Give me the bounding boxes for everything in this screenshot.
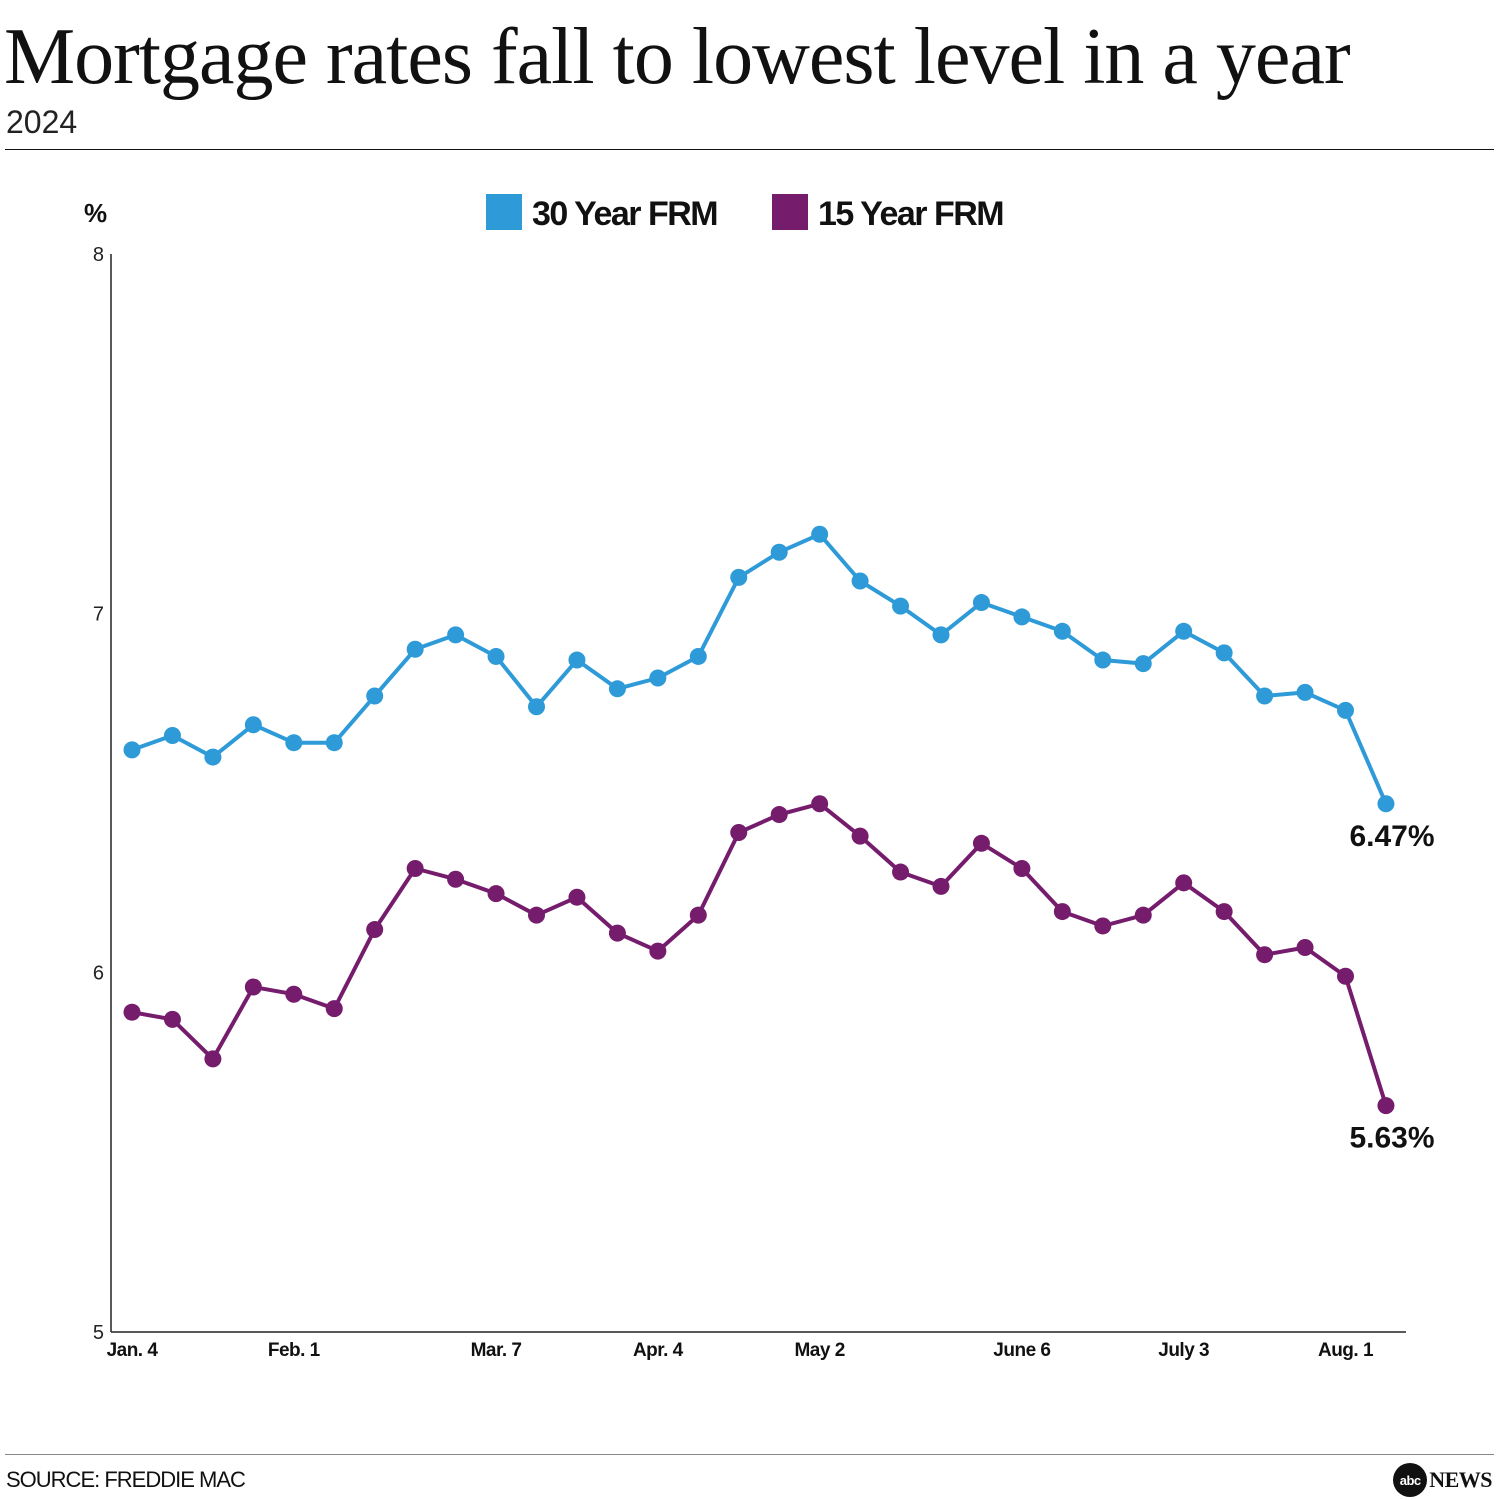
data-point	[163, 1010, 181, 1028]
data-point	[406, 859, 424, 877]
y-tick-label: 8	[93, 244, 104, 266]
data-point	[1296, 939, 1314, 957]
data-point	[972, 834, 990, 852]
data-point	[285, 985, 303, 1003]
data-point	[1134, 655, 1152, 673]
chart-title: Mortgage rates fall to lowest level in a…	[4, 13, 1351, 101]
data-point	[1094, 917, 1112, 935]
x-tick-label: Apr. 4	[633, 1340, 684, 1361]
data-point	[487, 885, 505, 903]
series-line	[130, 532, 1388, 806]
data-point	[406, 640, 424, 658]
data-point	[1296, 683, 1314, 701]
data-point	[204, 748, 222, 766]
source-credit: SOURCE: FREDDIE MAC	[6, 1467, 246, 1492]
data-point	[730, 568, 748, 586]
data-point	[1053, 622, 1071, 640]
data-point	[1215, 903, 1233, 921]
data-point	[1013, 859, 1031, 877]
data-point	[528, 698, 545, 716]
data-point	[1094, 651, 1112, 669]
data-point	[1175, 874, 1193, 892]
series-line	[130, 801, 1388, 1108]
news-wordmark: NEWS	[1429, 1467, 1492, 1492]
data-point	[608, 924, 626, 942]
data-point	[1256, 687, 1274, 705]
legend-label-15-year: 15 Year FRM	[818, 195, 1003, 233]
x-tick-label: Mar. 7	[471, 1340, 522, 1361]
data-point	[932, 626, 950, 644]
data-point	[1053, 903, 1071, 921]
x-tick-label: Jan. 4	[107, 1340, 159, 1361]
data-point	[244, 978, 262, 996]
data-point	[1377, 795, 1395, 813]
data-point	[366, 921, 384, 939]
y-axis-unit-label: %	[84, 198, 107, 228]
end-value-label: 6.47%	[1349, 820, 1434, 853]
y-tick-label: 5	[93, 1322, 104, 1344]
data-point	[770, 806, 788, 824]
data-point	[366, 687, 384, 705]
data-point	[689, 647, 707, 665]
data-point	[811, 525, 829, 543]
line-chart: 30 Year FRM 15 Year FRM % 5 6 7 8 Jan. 4 Feb.…	[84, 194, 1435, 1361]
series-30-year-frm: 6.47%	[123, 525, 1435, 853]
data-point	[487, 647, 505, 665]
data-point	[1337, 701, 1354, 719]
chart-subtitle: 2024	[6, 104, 78, 140]
data-point	[447, 870, 465, 888]
footer-divider	[5, 1454, 1494, 1455]
data-point	[689, 906, 707, 924]
data-point	[1215, 644, 1233, 662]
data-point	[568, 651, 586, 669]
data-point	[325, 1000, 343, 1018]
data-point	[528, 906, 545, 924]
data-point	[1256, 946, 1274, 964]
x-tick-label: May 2	[794, 1340, 844, 1361]
end-value-label: 5.63%	[1349, 1122, 1434, 1155]
data-point	[730, 824, 748, 842]
y-tick-label: 7	[93, 603, 104, 625]
data-point	[1377, 1097, 1395, 1115]
data-point	[649, 942, 667, 960]
data-point	[568, 888, 586, 906]
legend: 30 Year FRM 15 Year FRM	[486, 194, 1005, 233]
data-point	[447, 626, 465, 644]
data-point	[1175, 622, 1193, 640]
data-point	[608, 680, 626, 698]
x-tick-label: June 6	[993, 1340, 1050, 1361]
abc-news-logo: abc NEWS	[1393, 1462, 1492, 1498]
data-point	[1013, 608, 1031, 626]
header-divider	[5, 149, 1494, 150]
legend-swatch-15-year	[772, 194, 808, 230]
data-point	[123, 741, 141, 759]
data-point	[1134, 906, 1152, 924]
data-point	[123, 1003, 141, 1021]
data-point	[770, 543, 788, 561]
x-tick-label: July 3	[1158, 1340, 1209, 1361]
data-point	[932, 877, 950, 895]
axes: 5 6 7 8 Jan. 4 Feb. 1 Mar. 7 Apr. 4 May 2 June 6 J…	[93, 244, 1406, 1361]
data-point	[892, 863, 910, 881]
series-15-year-frm: 5.63%	[123, 795, 1435, 1155]
legend-label-30-year: 30 Year FRM	[532, 195, 717, 233]
data-point	[1337, 967, 1354, 985]
data-point	[325, 734, 343, 752]
data-point	[851, 827, 869, 845]
data-point	[892, 597, 910, 615]
data-point	[285, 734, 303, 752]
x-tick-label: Feb. 1	[268, 1340, 321, 1361]
abc-logo-mark: abc	[1393, 1463, 1428, 1497]
data-point	[649, 669, 667, 687]
data-point	[204, 1050, 222, 1068]
data-point	[163, 727, 181, 745]
legend-swatch-30-year	[486, 194, 522, 230]
x-tick-label: Aug. 1	[1318, 1340, 1374, 1361]
data-point	[972, 594, 990, 612]
y-tick-label: 6	[93, 963, 104, 985]
data-point	[811, 795, 829, 813]
series-layer: 6.47% 5.63%	[123, 525, 1435, 1155]
data-point	[851, 572, 869, 590]
data-point	[244, 716, 262, 734]
